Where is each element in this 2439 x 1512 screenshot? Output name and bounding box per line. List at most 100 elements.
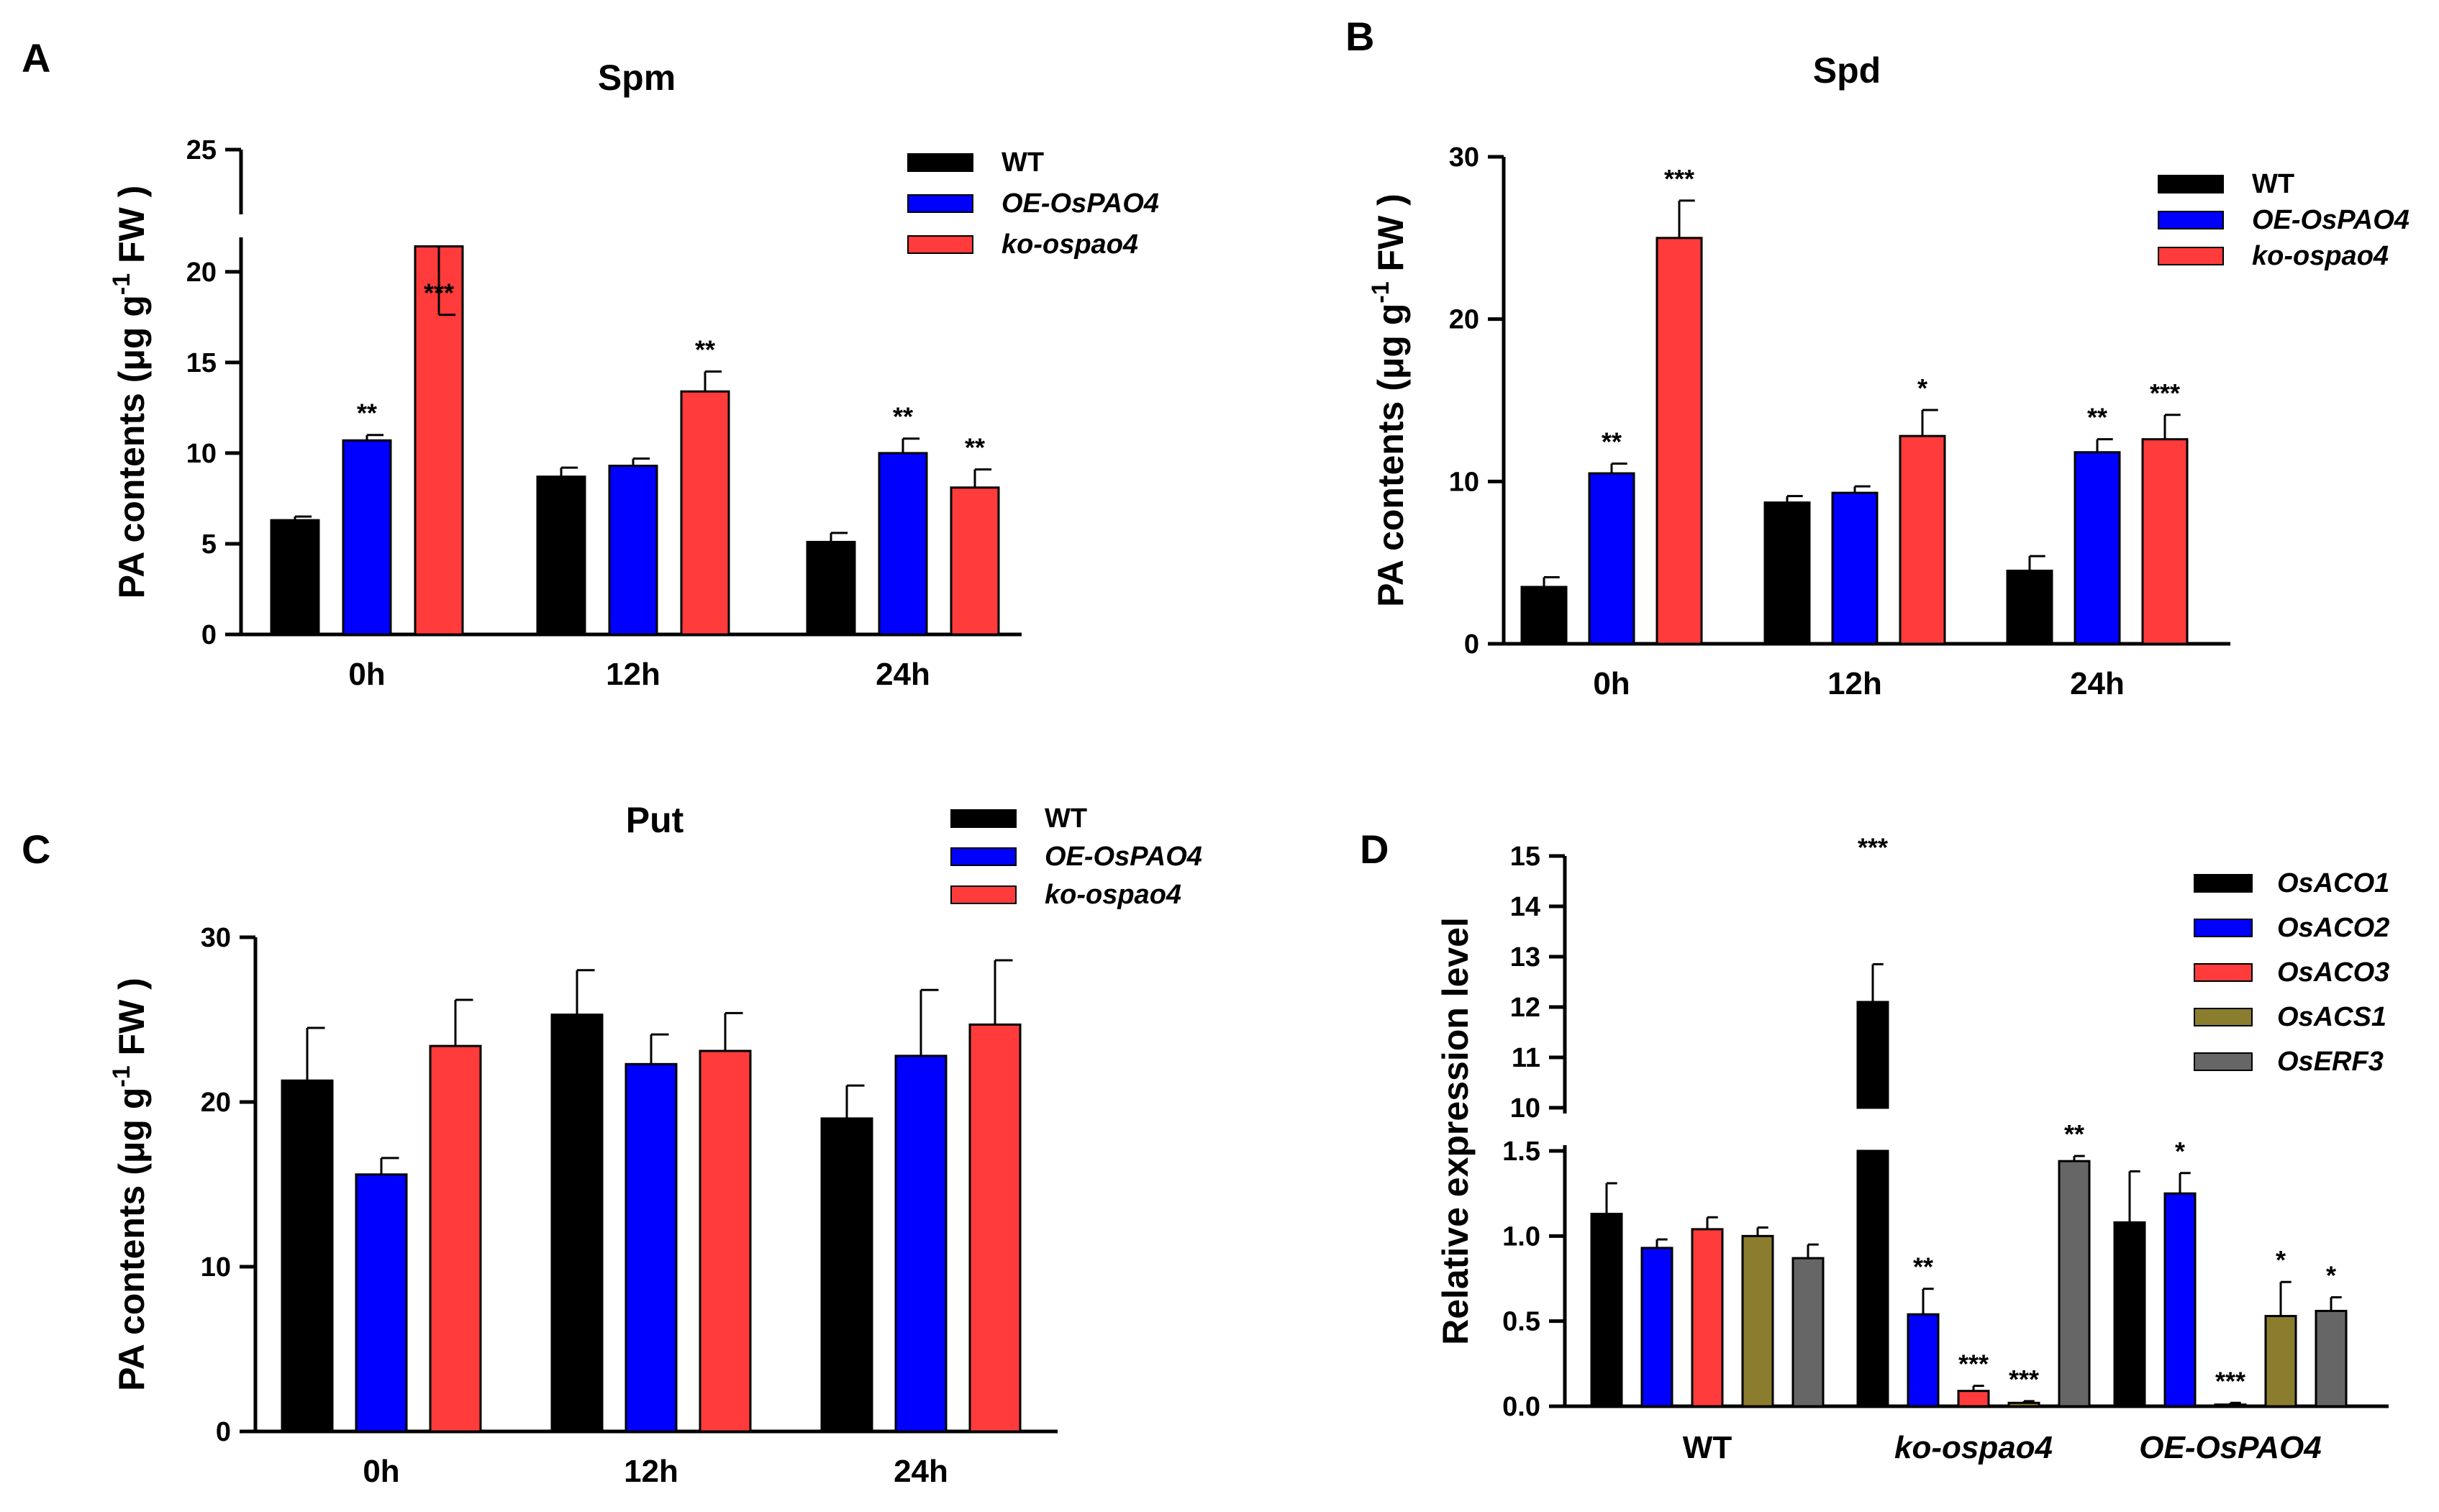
legend-label: OE-OsPAO4 [1002,188,1159,219]
bar-osacs1-ko-ospao4 [2007,1401,2040,1408]
x-category-label: WT [1683,1430,1732,1465]
bar-osaco3-ko-ospao4 [1957,1390,1990,1408]
legend-swatch-osaco2 [2194,919,2253,937]
bar-ko-ospao4-0h [414,245,464,636]
y-tick-label: 0 [1464,629,1479,660]
x-category-label: 12h [606,657,660,692]
y-axis-label: PA contents (μg g-1 FW ) [1367,193,1411,607]
bar-osacs1-WT [1741,1234,1774,1408]
legend-label: WT [1045,803,1087,834]
significance-label: ** [2087,403,2107,432]
chart-title: Spm [598,58,676,98]
bar-osaco1-lower-ko-ospao4 [1856,1149,1889,1408]
bar-oe-ospao4-24h [894,1055,948,1433]
chart-title: Put [626,800,684,840]
bar-wt-12h [536,475,586,636]
significance-label: ** [893,402,913,432]
significance-label: * [2326,1261,2336,1290]
panel-label: C [22,826,50,872]
significance-label: ** [965,433,985,463]
bar-ko-ospao4-12h [1899,434,1946,645]
x-category-label: 24h [876,657,930,692]
panel-label: D [1360,826,1389,872]
bar-oe-ospao4-12h [624,1062,678,1433]
bar-osaco1-upper-ko-ospao4 [1856,1001,1889,1109]
bar-oe-ospao4-24h [878,452,928,636]
legend-label: OsACO1 [2277,868,2389,898]
y-tick-label: 30 [201,923,231,953]
legend-label: ko-ospao4 [1002,229,1138,260]
x-category-label: 0h [363,1454,399,1489]
y-tick-label: 1.5 [1502,1137,1540,1167]
y-tick-label: 20 [1449,305,1479,335]
y-tick-label: 0 [216,1417,231,1447]
bar-wt-0h [270,519,320,636]
bar-osaco2-ko-ospao4 [1907,1313,1940,1408]
legend-swatch-oe-ospao4 [950,847,1017,866]
legend-swatch-oe-ospao4 [2158,211,2224,229]
bar-ko-ospao4-24h [2141,438,2189,645]
significance-label: *** [2150,378,2180,408]
significance-label: * [2276,1245,2286,1275]
bar-osaco3-OE-OsPAO4 [2214,1403,2247,1408]
x-category-label: ko-ospao4 [1894,1430,2053,1465]
bar-oserf3-OE-OsPAO4 [2315,1309,2348,1408]
y-tick-label: 5 [201,529,217,560]
significance-label: * [1917,373,1927,403]
x-category-label: 0h [348,657,385,692]
legend-swatch-oe-ospao4 [907,194,973,213]
panel-label: B [1345,14,1374,59]
bar-osaco2-WT [1640,1247,1673,1408]
significance-label: *** [1958,1349,1989,1379]
y-tick-label: 11 [1512,1043,1540,1073]
legend-swatch-oserf3 [2194,1052,2253,1071]
bar-wt-0h [1520,586,1568,645]
significance-label: ** [1913,1252,1933,1282]
significance-label: *** [2215,1366,2245,1395]
significance-label: ** [695,334,715,364]
significance-label: ** [1602,427,1622,457]
bar-oe-ospao4-12h [1831,491,1879,645]
bar-wt-12h [1763,501,1811,645]
bar-wt-24h [806,540,856,636]
x-category-label: 12h [624,1454,678,1489]
y-axis-label: PA contents (μg g-1 FW ) [108,978,152,1391]
legend-swatch-osacs1 [2194,1008,2253,1026]
panel-label: A [22,35,50,81]
y-axis-label: PA contents (μg g-1 FW ) [108,186,152,599]
y-tick-label: 20 [186,258,217,288]
bar-osacs1-OE-OsPAO4 [2264,1315,2297,1408]
y-tick-label: 15 [1510,842,1540,872]
legend-swatch-wt [907,153,973,172]
bar-oe-ospao4-24h [2074,451,2121,645]
legend-label: OsACO2 [2277,913,2389,943]
y-tick-label: 15 [186,348,217,378]
panel-c-put-chart: 0 10 20 30 0h 12h 24h Put C PA contents (μg g-1 F… [22,800,1202,1489]
legend-label: ko-ospao4 [1045,880,1181,910]
significance-label: *** [424,278,454,308]
y-tick-label: 12 [1510,993,1540,1023]
significance-label: *** [2009,1365,2039,1394]
y-tick-label: 0.0 [1502,1392,1540,1422]
bar-ko-ospao4-0h [1655,237,1703,645]
y-tick-label: 0 [201,620,217,650]
bar-ko-ospao4-24h [950,486,1000,636]
legend-label: WT [2252,169,2294,199]
bar-osaco1-OE-OsPAO4 [2113,1221,2146,1408]
significance-label: ** [357,399,377,428]
x-category-label: OE-OsPAO4 [2139,1430,2321,1465]
chart-title: Spd [1813,50,1881,91]
significance-label: * [2175,1137,2185,1166]
bar-ko-ospao4-12h [680,390,730,636]
x-category-label: 0h [1593,666,1630,701]
significance-label: ** [2064,1119,2084,1149]
legend-label: OsACS1 [2277,1002,2386,1032]
y-tick-label: 10 [1510,1093,1540,1124]
bar-wt-12h [550,1014,604,1433]
legend-swatch-wt [2158,175,2224,193]
y-tick-label: 14 [1510,892,1540,922]
bar-oe-ospao4-0h [355,1173,408,1433]
legend-swatch-ko-ospao4 [950,885,1017,904]
